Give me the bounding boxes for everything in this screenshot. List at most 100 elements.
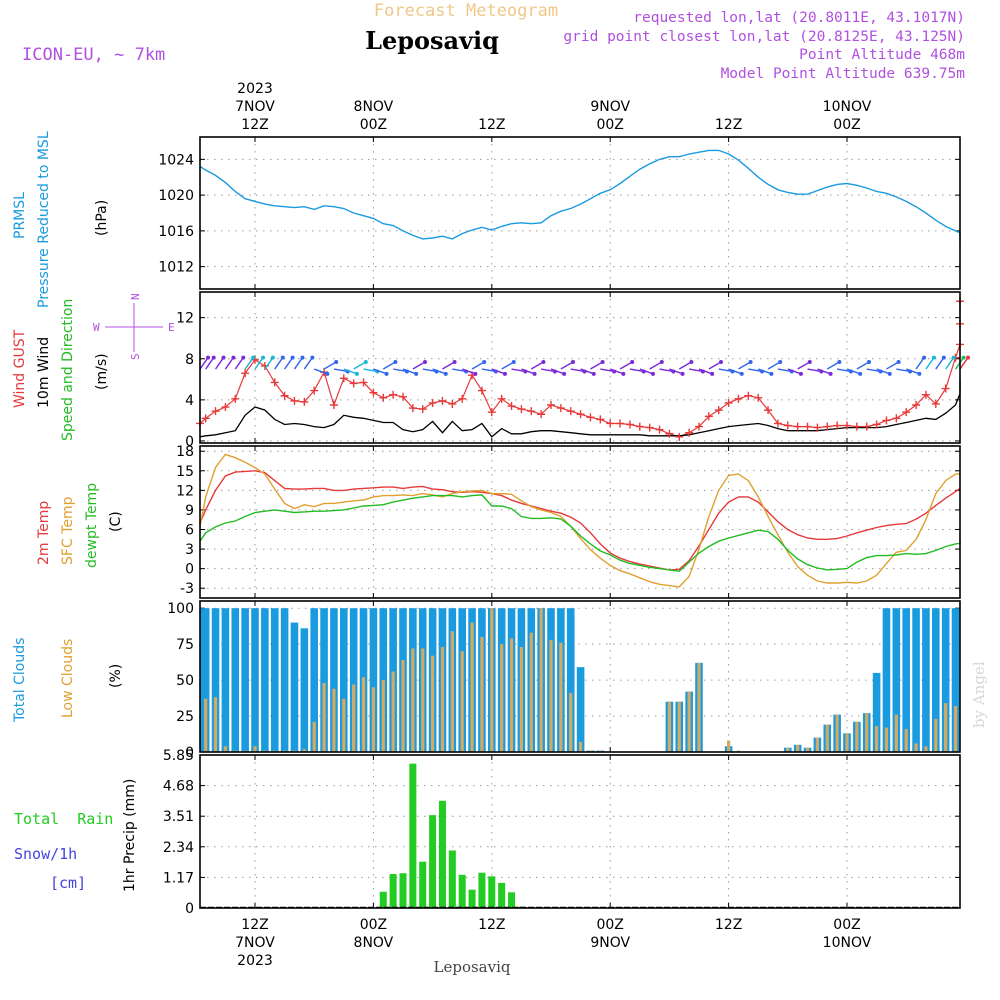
wind-arrow-head [922,355,927,360]
time-label: 12Z [715,117,742,133]
y-tick-label: 0 [185,562,194,578]
panel-border [199,445,961,599]
y-tick-label: 0 [185,745,194,761]
wind-arrow-head [384,371,389,376]
wind-arrow [826,361,840,370]
rain-bar [488,876,496,908]
low-cloud-bar [480,636,484,752]
wind-arrow [254,357,264,370]
rain-bar [389,874,397,908]
wind-arrow [748,368,763,373]
wind-arrow-head [354,371,359,376]
low-cloud-bar [302,749,306,752]
temperature-panel: -3 0 3 6 9 12 15 18 [176,444,961,599]
gust-marker [695,422,703,431]
low-cloud-bar [519,647,523,752]
wind-arrow [541,368,556,373]
wind-arrow [639,368,654,375]
gust-marker [349,379,358,388]
compass-north: N [129,293,142,300]
wind-arrow-head [931,355,936,360]
wind-arrow [284,357,294,370]
wind-arrow-head [917,371,922,376]
wind-arrow [718,368,733,373]
y-tick-label: 100 [167,601,194,617]
wind-arrow-head [261,355,266,360]
wind-arrow [698,368,713,375]
wind-arrow-head [591,371,596,376]
wind-arrow-head [241,355,246,360]
wind-arrow-head [748,360,753,365]
wind-arrow [570,368,585,373]
wind-arrow-head [452,360,457,365]
gust-marker [912,400,921,409]
gust-marker [635,422,644,431]
wind-arrow [274,357,284,370]
gust-marker [576,410,585,419]
wind-arrow [590,361,603,370]
wind-arrow-head [325,371,330,376]
low-cloud-bar [421,648,425,752]
wind-arrow-head [600,360,605,365]
wind-arrow-head [280,355,285,360]
gust-marker [793,422,802,431]
y-tick-label: 12 [176,483,194,499]
gust-marker [290,396,299,405]
wind-arrow [521,368,535,375]
wind-arrow-head [739,371,744,376]
pressure-label-1: PRMSL [12,192,28,239]
gust-marker [606,419,615,428]
wind-arrow [959,357,969,370]
gust-marker [685,428,694,437]
dewpt-line [199,494,961,573]
wind-arrow [797,361,811,370]
gust-marker [862,422,871,431]
rain-bar [419,861,427,908]
y-tick-label: 3.51 [163,809,194,825]
low-cloud-bar [569,693,573,752]
low-cloud-bar [559,642,563,752]
wind-arrow [481,368,496,373]
wind-arrow-head [807,360,812,365]
rain-bar [438,800,446,908]
wind-arrow-head [769,371,774,376]
total-cloud-bar [941,608,950,752]
low-cloud-bar [549,639,553,752]
wind-arrow-head [310,355,315,360]
low-cloud-bar [253,746,257,752]
wind-arrow [373,368,387,375]
wind-arrow [787,368,802,375]
total-cloud-bar [912,608,920,752]
total-cloud-bar [241,608,249,752]
gust-marker [517,405,526,414]
rain-bar [429,815,437,908]
gust-marker [803,422,812,431]
time-label: 00Z [596,917,623,933]
rain-bar [448,850,456,908]
gust-marker [843,421,851,430]
time-label: 00Z [360,117,387,133]
low-cloud-bar [470,622,474,752]
rain-bar [409,763,417,908]
y-tick-label: 9 [185,503,194,519]
wind-arrow-head [659,360,664,365]
wind-arrow [580,368,594,375]
wind-arrow [550,368,565,375]
clouds-unit: (%) [108,664,124,688]
low-cloud-bar [934,718,938,752]
pressure-labels: PRMSL Pressure Reduced to MSL (hPa) [12,131,110,308]
total-cloud-bar [270,608,279,752]
total-cloud-bar [369,608,378,752]
compass-east: E [168,321,175,334]
total-cloud-bar [201,608,210,752]
gust-marker [497,394,506,403]
gust-marker [704,412,713,421]
wind-arrow-head [231,355,236,360]
gust-marker [448,399,457,408]
low-cloud-bar [381,680,385,752]
gust-marker [547,400,555,409]
low-cloud-bar [884,727,889,752]
wind-arrow-head [896,360,901,365]
y-tick-label: 50 [176,673,194,689]
total-cloud-bar [231,608,240,752]
